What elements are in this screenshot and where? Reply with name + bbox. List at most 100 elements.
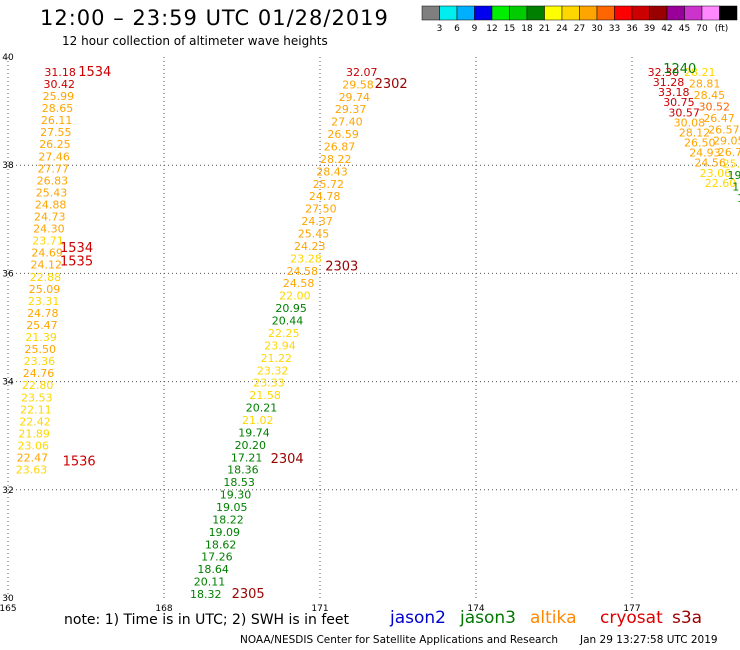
- colorbar-swatch: [596, 5, 615, 21]
- colorbar-label: 70: [696, 24, 708, 34]
- colorbar-swatch: [491, 5, 510, 21]
- swh-value: 26.50: [684, 137, 716, 150]
- colorbar-swatch: [439, 5, 458, 21]
- swh-value: 30.75: [663, 96, 695, 109]
- wave-height-values: 31.1830.4225.9928.6526.1127.5526.2527.46…: [16, 66, 740, 601]
- swh-value: 27.46: [38, 150, 69, 163]
- swh-value: 27.55: [40, 126, 72, 139]
- y-tick-label: 34: [2, 378, 14, 388]
- swh-value: 23.71: [32, 235, 64, 248]
- swh-value: 26.57: [708, 123, 740, 136]
- swh-value: 28.81: [689, 77, 721, 90]
- units-note: note: 1) Time is in UTC; 2) SWH is in fe…: [64, 612, 350, 628]
- swh-value: 28.45: [694, 89, 726, 102]
- swh-value: 20.11: [194, 576, 226, 589]
- x-tick-label: 165: [0, 604, 17, 614]
- swh-value: 18.22: [212, 513, 244, 526]
- swh-value: 19.68: [727, 169, 740, 182]
- swh-value: 18.32: [190, 588, 222, 601]
- swh-value: 25.47: [26, 319, 58, 332]
- swh-value: 26.47: [703, 112, 735, 125]
- colorbar-label: 12: [486, 24, 497, 34]
- colorbar-label: 6: [454, 24, 460, 34]
- colorbar-swatch: [526, 5, 545, 21]
- swh-value: 23.28: [290, 252, 322, 265]
- colorbar-label: 9: [472, 24, 478, 34]
- colorbar-label: 45: [679, 24, 690, 34]
- swh-value: 27.50: [305, 203, 337, 216]
- swh-value: 30.52: [698, 100, 730, 113]
- swh-value: 22.47: [17, 452, 48, 465]
- y-tick-label: 38: [2, 161, 14, 171]
- swh-value: 22.80: [22, 379, 54, 392]
- swh-value: 18.03: [737, 192, 740, 205]
- swh-value: 23.53: [21, 391, 53, 404]
- swh-value: 18.62: [205, 538, 237, 551]
- swh-value: 24.23: [294, 240, 326, 253]
- colorbar-swatch: [474, 5, 493, 21]
- x-tick-label: 177: [623, 604, 640, 614]
- swh-value: 27.77: [37, 162, 69, 175]
- swh-value: 23.94: [264, 339, 296, 352]
- swh-value: 22.00: [279, 290, 311, 303]
- swh-value: 30.08: [674, 116, 706, 129]
- swh-value: 22.25: [268, 327, 300, 340]
- swh-value: 21.89: [18, 427, 50, 440]
- swh-value: 17.26: [201, 551, 233, 564]
- swh-value: 29.37: [335, 103, 367, 116]
- colorbar-label: 18: [521, 24, 533, 34]
- colorbar-swatch: [614, 5, 633, 21]
- swh-value: 31.28: [653, 76, 685, 89]
- swh-value: 23.06: [700, 167, 732, 180]
- colorbar-swatch: [701, 5, 720, 21]
- colorbar-swatch: [421, 5, 440, 21]
- swh-value: 18.65: [732, 181, 740, 194]
- y-tick-label: 32: [2, 486, 13, 496]
- swh-value: 24.69: [31, 247, 63, 260]
- swh-value: 25.45: [298, 228, 330, 241]
- swh-value: 25.09: [29, 283, 61, 296]
- colorbar-swatch: [579, 5, 598, 21]
- swh-value: 33.18: [658, 86, 690, 99]
- pass-time-label: 1240: [663, 62, 696, 77]
- swh-value: 21.22: [261, 352, 293, 365]
- swh-value: 24.37: [301, 215, 333, 228]
- swh-value: 28.43: [316, 165, 348, 178]
- swh-value: 19.30: [220, 489, 252, 502]
- pass-time-label: 1534: [60, 241, 93, 256]
- colorbar-label: 21: [539, 24, 550, 34]
- swh-value: 22.42: [19, 415, 51, 428]
- pass-time-label: 1536: [63, 454, 96, 469]
- swh-value: 24.73: [34, 211, 66, 224]
- swh-value: 24.93: [689, 147, 721, 160]
- swh-value: 23.33: [253, 377, 285, 390]
- swh-value: 28.21: [684, 66, 716, 79]
- pass-time-label: 1535: [60, 254, 93, 269]
- swh-value: 24.58: [287, 265, 319, 278]
- swh-value: 25.07: [723, 158, 740, 171]
- swh-value: 19.74: [238, 426, 269, 439]
- generated-timestamp: Jan 29 13:27:58 UTC 2019: [580, 634, 718, 646]
- swh-value: 20.21: [246, 402, 278, 415]
- colorbar-unit: (ft): [715, 24, 729, 34]
- swh-value: 32.30: [648, 66, 680, 79]
- satellite-jason3: jason3: [460, 608, 516, 628]
- colorbar-label: 36: [626, 24, 638, 34]
- pass-time-label: 2303: [325, 260, 358, 275]
- swh-value: 28.12: [679, 126, 711, 139]
- pass-time-label: 2302: [375, 77, 408, 92]
- colorbar-label: 30: [591, 24, 603, 34]
- swh-value: 25.43: [36, 186, 68, 199]
- swh-value: 20.44: [272, 315, 304, 328]
- swh-value: 26.83: [37, 174, 69, 187]
- swh-value: 23.32: [257, 364, 289, 377]
- swh-value: 24.12: [31, 259, 63, 272]
- swh-value: 23.36: [24, 355, 55, 368]
- swh-value: 20.95: [275, 302, 307, 315]
- swh-value: 26.59: [327, 128, 359, 141]
- x-tick-label: 171: [311, 604, 328, 614]
- pass-time-label: 2305: [232, 587, 265, 602]
- satellite-s3a: s3a: [672, 608, 703, 628]
- colorbar-swatch: [509, 5, 528, 21]
